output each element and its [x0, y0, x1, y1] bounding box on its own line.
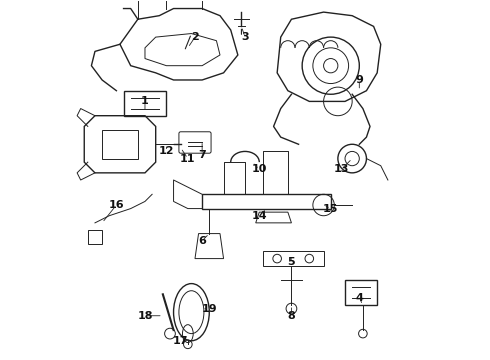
- Text: 2: 2: [191, 32, 199, 42]
- Text: 14: 14: [251, 211, 267, 221]
- Text: 3: 3: [241, 32, 249, 42]
- Text: 19: 19: [201, 303, 217, 314]
- Text: 6: 6: [198, 236, 206, 246]
- Text: 11: 11: [180, 154, 196, 163]
- Text: 9: 9: [355, 75, 363, 85]
- Text: 10: 10: [251, 164, 267, 174]
- Text: 12: 12: [159, 147, 174, 157]
- Text: 15: 15: [323, 203, 339, 213]
- Text: 18: 18: [137, 311, 153, 321]
- Text: 8: 8: [288, 311, 295, 321]
- Text: 5: 5: [288, 257, 295, 267]
- Text: 4: 4: [355, 293, 363, 303]
- Text: 16: 16: [109, 200, 124, 210]
- Text: 1: 1: [141, 96, 149, 107]
- Text: 7: 7: [198, 150, 206, 160]
- Text: 17: 17: [173, 336, 189, 346]
- Text: 13: 13: [334, 164, 349, 174]
